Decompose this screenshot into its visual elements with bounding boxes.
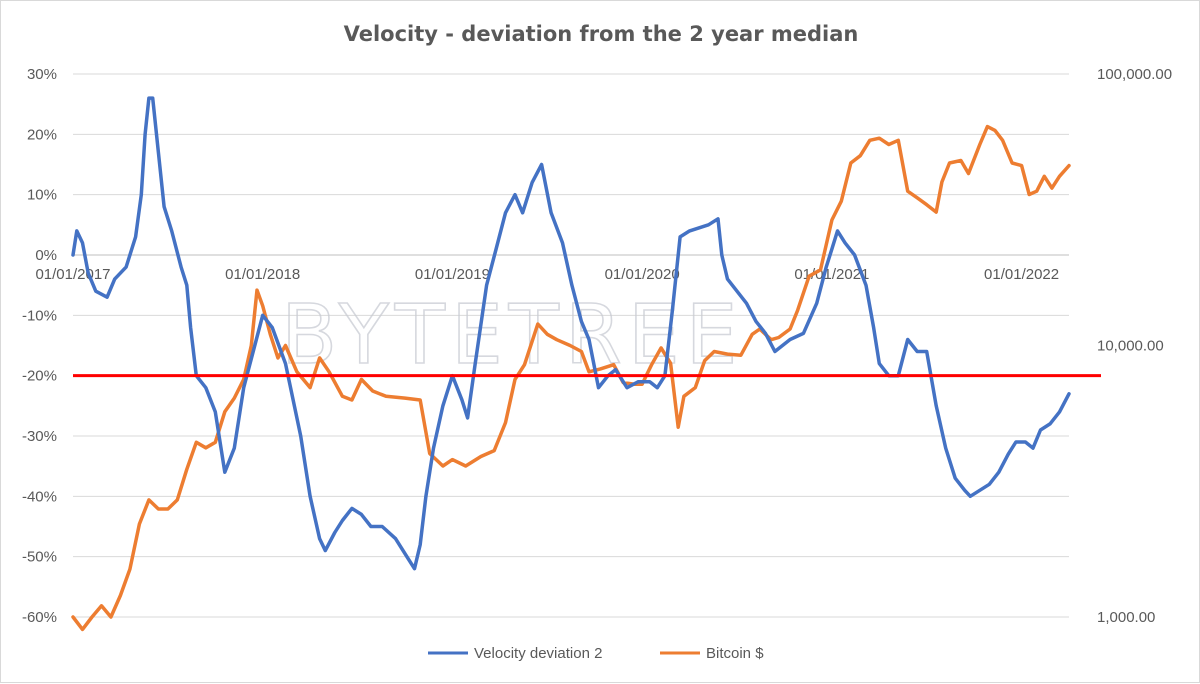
- legend-label-bitcoin: Bitcoin $: [706, 645, 764, 662]
- y-axis-right: 100,000.00 10,000.00 1,000.00: [1097, 66, 1172, 626]
- y-left-tick-label: -60%: [22, 609, 57, 626]
- series-layer: [71, 96, 1071, 632]
- watermark-bytetree: BYTETREE: [281, 288, 743, 383]
- x-axis: 01/01/2017 01/01/2018 01/01/2019 01/01/2020…: [35, 266, 1059, 283]
- y-left-tick-label: 30%: [27, 66, 57, 83]
- y-right-tick-label: 100,000.00: [1097, 66, 1172, 83]
- x-tick-label: 01/01/2018: [225, 266, 300, 283]
- y-left-tick-label: 0%: [35, 247, 57, 264]
- x-tick-label: 01/01/2019: [415, 266, 490, 283]
- y-left-tick-label: 20%: [27, 126, 57, 143]
- y-left-tick-label: -20%: [22, 368, 57, 385]
- x-tick-label: 01/01/2021: [794, 266, 869, 283]
- x-tick-label: 01/01/2017: [35, 266, 110, 283]
- y-left-tick-label: 10%: [27, 187, 57, 204]
- legend: Velocity deviation 2 Bitcoin $: [428, 645, 764, 662]
- series-line-velocity: [71, 96, 1071, 571]
- y-right-tick-label: 10,000.00: [1097, 338, 1164, 355]
- chart-title: Velocity - deviation from the 2 year med…: [344, 22, 859, 46]
- x-tick-label: 01/01/2022: [984, 266, 1059, 283]
- y-left-tick-label: -30%: [22, 428, 57, 445]
- legend-label-velocity: Velocity deviation 2: [474, 645, 602, 662]
- y-left-tick-label: -40%: [22, 488, 57, 505]
- y-axis-left: 30% 20% 10% 0% -10% -20% -30% -40% -50% -60%: [22, 66, 57, 626]
- y-left-tick-label: -50%: [22, 549, 57, 566]
- y-left-tick-label: -10%: [22, 307, 57, 324]
- y-right-tick-label: 1,000.00: [1097, 609, 1155, 626]
- x-tick-label: 01/01/2020: [605, 266, 680, 283]
